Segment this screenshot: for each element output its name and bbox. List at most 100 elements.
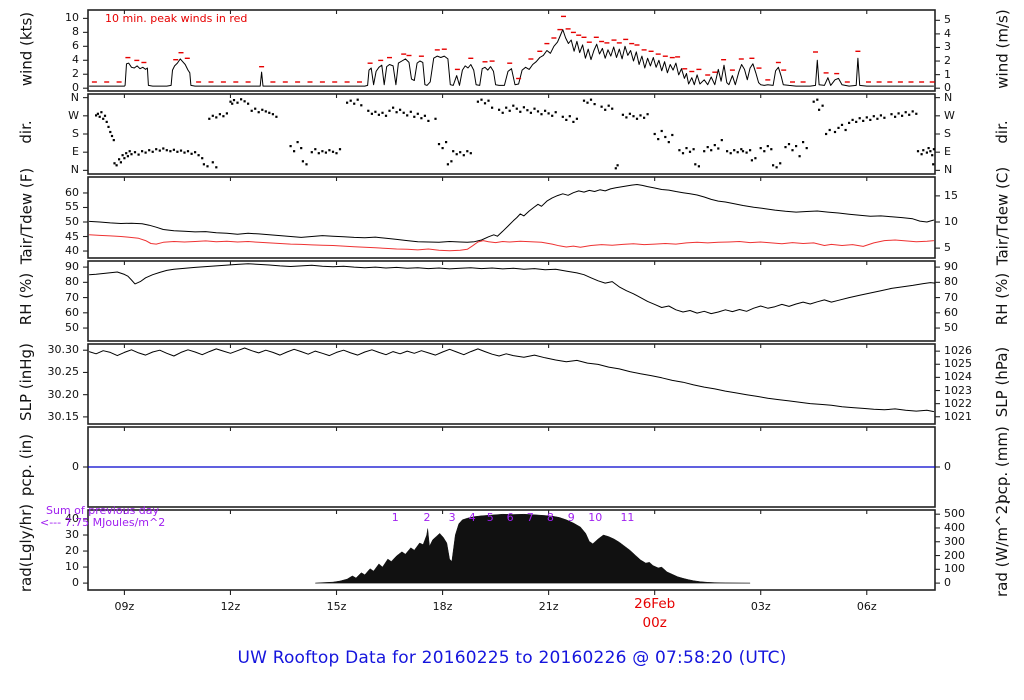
ytick-label-left-temp: 55 (65, 200, 79, 214)
wind-direction-scatter (102, 117, 105, 120)
wind-direction-scatter (646, 113, 649, 116)
wind-direction-scatter (301, 160, 304, 163)
wind-direction-scatter (480, 98, 483, 101)
rad-hour-mark: 1 (391, 511, 399, 524)
wind-direction-scatter (107, 125, 110, 128)
wind-direction-scatter (611, 107, 614, 110)
wind-direction-scatter (100, 111, 103, 114)
wind-direction-scatter (572, 120, 575, 123)
wind-direction-scatter (901, 114, 904, 117)
wind-direction-scatter (750, 159, 753, 162)
wind-direction-scatter (916, 150, 920, 153)
figure-title: UW Rooftop Data for 20160225 to 20160226… (237, 648, 787, 668)
wind-direction-scatter (547, 112, 550, 115)
wind-direction-scatter (932, 148, 935, 151)
wind-direction-scatter (487, 99, 490, 102)
wind-direction-scatter (317, 152, 320, 155)
ytick-label-right-dir: N (944, 90, 953, 104)
wind-direction-scatter (133, 151, 137, 154)
wind-direction-scatter (427, 119, 430, 122)
wind-direction-scatter (862, 119, 865, 122)
wind-direction-scatter (865, 116, 868, 119)
rad-hour-mark: 4 (468, 511, 476, 524)
wind-direction-scatter (798, 155, 801, 158)
tair-line (89, 184, 935, 243)
wind-direction-scatter (399, 108, 402, 111)
wind-direction-scatter (384, 114, 388, 117)
wind-direction-scatter (305, 163, 308, 166)
wind-direction-scatter (466, 150, 469, 153)
wind-direction-scatter (491, 106, 494, 109)
wind-direction-scatter (240, 98, 243, 101)
ytick-label-right-rad: 500 (944, 507, 965, 521)
wind-direction-scatter (929, 150, 932, 153)
wind-direction-scatter (554, 111, 557, 114)
wind-direction-scatter (446, 163, 449, 166)
wind-direction-scatter (733, 149, 736, 152)
xtick-label-date-hour: 00z (642, 615, 667, 631)
wind-direction-scatter (551, 114, 554, 117)
wind-direction-scatter (115, 164, 118, 167)
wind-direction-scatter (694, 163, 697, 166)
ytick-label-left-temp: 45 (65, 229, 79, 243)
rad-hour-mark: 2 (423, 511, 431, 524)
wind-direction-scatter (469, 152, 472, 155)
rad-hour-mark: 6 (506, 511, 514, 524)
wind-direction-scatter (667, 141, 670, 144)
wind-direction-scatter (169, 150, 172, 153)
wind-direction-scatter (144, 151, 147, 154)
wind-direction-scatter (197, 154, 200, 157)
wind-direction-scatter (190, 152, 193, 155)
wind-direction-scatter (561, 115, 564, 118)
wind-direction-scatter (741, 150, 745, 153)
wind-direction-scatter (529, 111, 532, 114)
rad-hour-mark: 7 (526, 511, 534, 524)
wind-direction-scatter (377, 113, 380, 116)
wind-direction-scatter (600, 105, 603, 108)
wind-direction-scatter (828, 128, 831, 132)
wind-direction-scatter (908, 113, 911, 116)
wind-direction-scatter (123, 157, 126, 160)
wind-direction-scatter (869, 118, 872, 121)
wind-direction-scatter (247, 102, 250, 105)
wind-direction-scatter (607, 104, 610, 107)
wind-direction-scatter (155, 148, 158, 151)
wind-direction-scatter (703, 150, 706, 153)
xtick-label: 21z (538, 600, 559, 613)
wind-direction-scatter (802, 141, 805, 144)
panel-frame-wind (87, 9, 936, 92)
ytick-label-left-rad: 0 (72, 576, 79, 590)
ytick-label-left-temp: 50 (65, 215, 79, 228)
ytick-label-right-rad: 200 (944, 548, 965, 562)
ytick-label-left-dir: W (68, 108, 79, 122)
ytick-label-right-temp: 5 (944, 241, 951, 255)
wind-direction-scatter (533, 107, 536, 110)
wind-direction-scatter (586, 101, 589, 104)
wind-direction-scatter (883, 116, 886, 119)
wind-direction-scatter (779, 162, 782, 165)
ytick-label-right-dir: E (944, 145, 951, 159)
wind-direction-scatter (121, 154, 124, 157)
wind-direction-scatter (268, 111, 271, 114)
wind-direction-scatter (450, 160, 453, 163)
wind-direction-scatter (872, 115, 875, 118)
wind-direction-scatter (795, 145, 798, 148)
wind-direction-scatter (787, 143, 791, 146)
wind-direction-scatter (310, 151, 313, 154)
ytick-label-right-rh: 90 (944, 260, 958, 274)
wind-direction-scatter (920, 153, 923, 156)
wind-direction-scatter (201, 157, 204, 160)
ytick-label-right-wind: 0 (944, 81, 951, 95)
wind-direction-scatter (575, 117, 578, 120)
wind-direction-scatter (621, 113, 624, 116)
wind-direction-scatter (118, 158, 121, 161)
wind-direction-scatter (932, 163, 935, 166)
xtick-label-date-month: 26Feb (634, 596, 676, 612)
wind-direction-scatter (232, 99, 236, 102)
ytick-label-right-wind: 2 (944, 54, 951, 68)
ytick-label-right-dir: S (944, 127, 951, 140)
rad-hour-mark: 9 (567, 511, 575, 524)
wind-direction-scatter (505, 106, 508, 109)
wind-direction-scatter (483, 102, 487, 105)
wind-direction-scatter (335, 152, 338, 155)
